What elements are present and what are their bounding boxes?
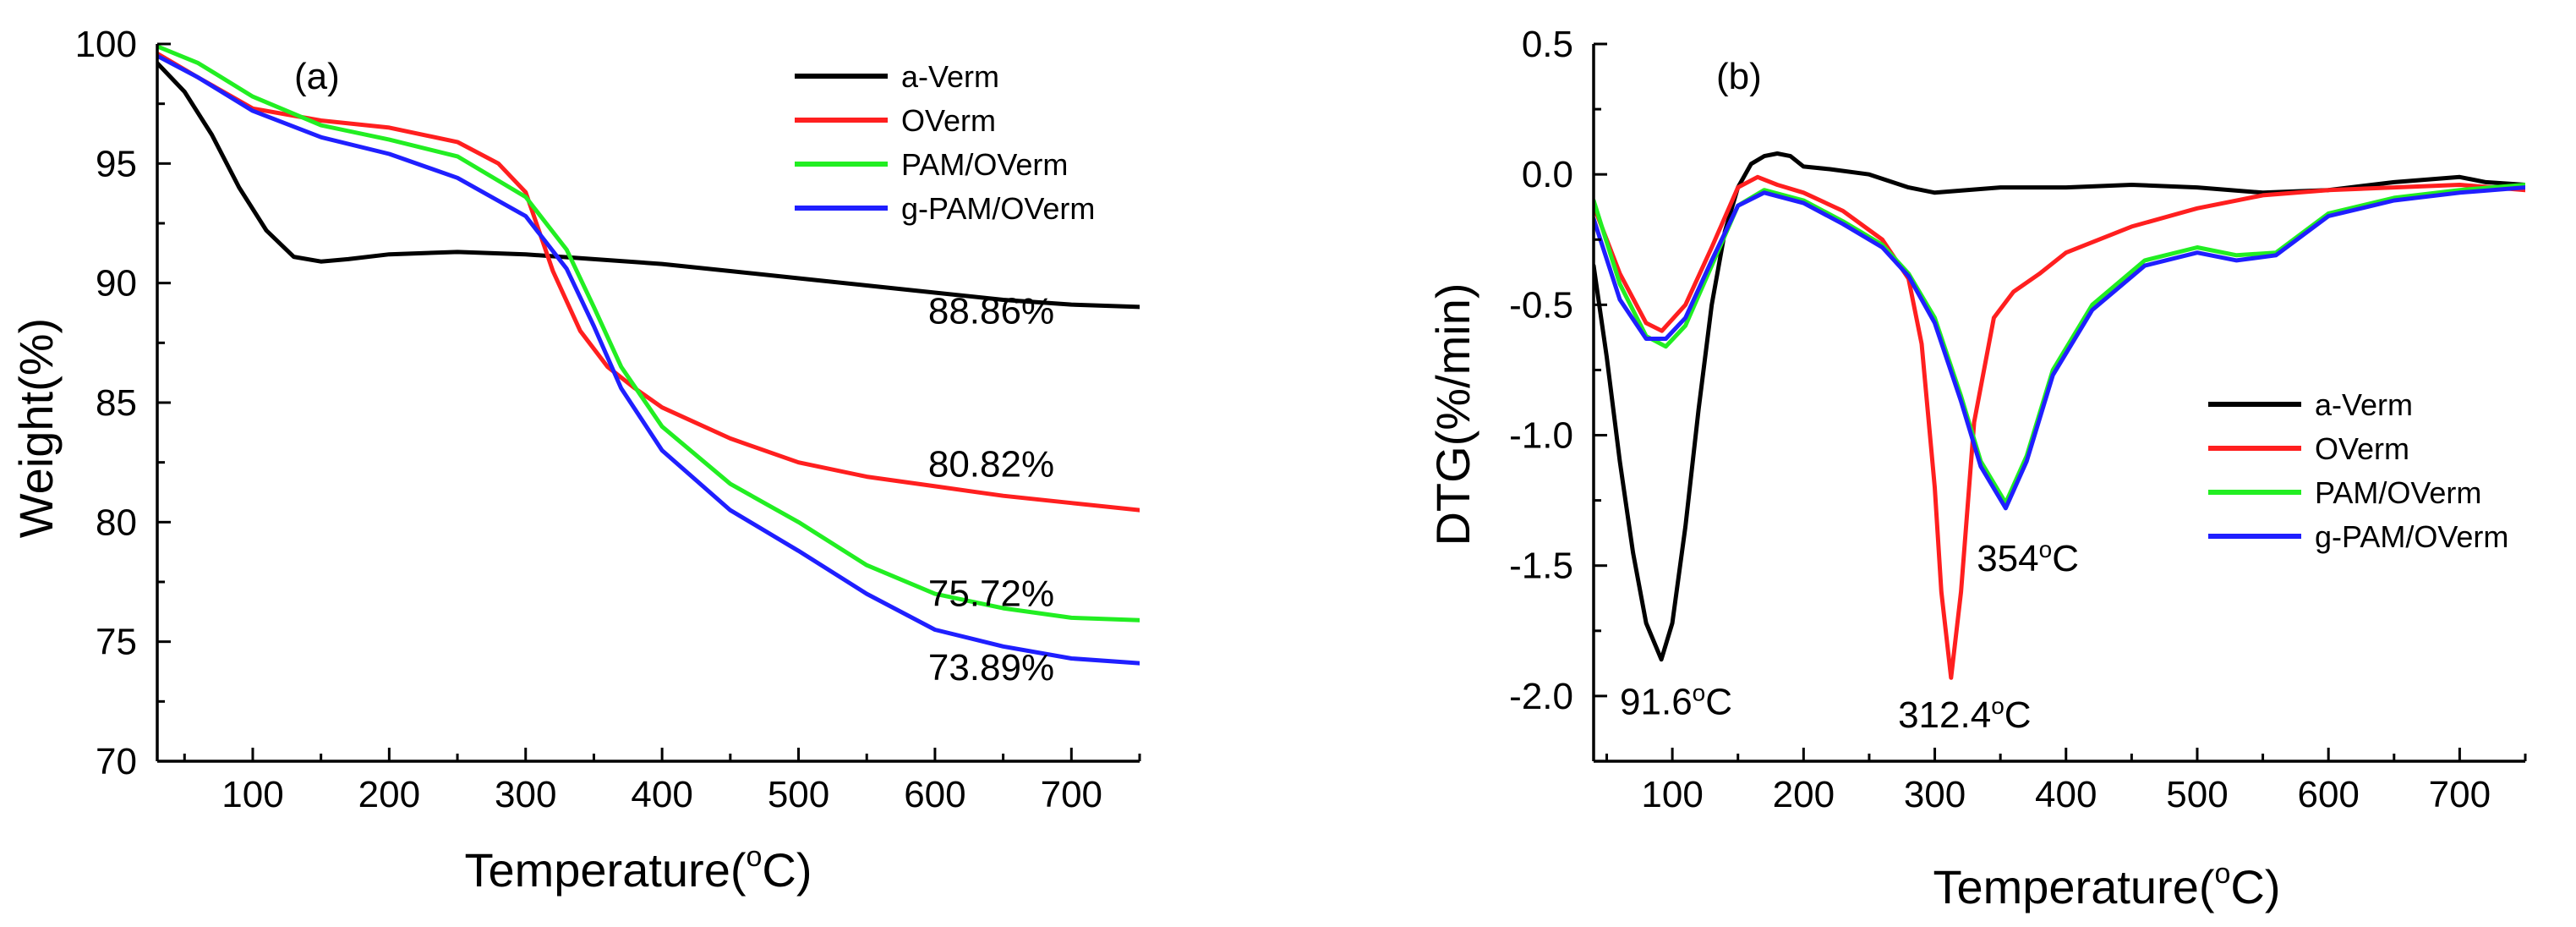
chart-panel-b: 100 200 300 400 500 600 700 -2.0 -1.5 -1.0 -0.5 0.0… (1426, 24, 2527, 913)
y-tick-label: 80 (96, 502, 137, 543)
x-axis-title-b: Temperature(oC) (1933, 858, 2280, 913)
y-tick-label: 70 (96, 741, 137, 782)
y-axis-title-b: DTG(%/min) (1426, 282, 1479, 546)
series-line-pam-overm (157, 44, 1140, 623)
panel-label-a: (a) (294, 56, 340, 97)
series-line-a-verm (1594, 151, 2525, 662)
y-tick-label: 75 (96, 622, 137, 663)
annotation-label: 88.86% (928, 291, 1054, 332)
series-group-b (1594, 151, 2525, 680)
legend-label-overm: OVerm (2315, 431, 2409, 466)
y-tick-label: 100 (75, 24, 137, 65)
plot-area-b: 100 200 300 400 500 600 700 -2.0 -1.5 -1.0 -0.5 0.0… (1509, 24, 2527, 815)
x-tick-label: 300 (495, 774, 556, 815)
x-tick-label: 200 (358, 774, 420, 815)
series-line-g-pam-overm (157, 53, 1140, 666)
x-tick-label: 500 (2166, 774, 2228, 815)
legend-a: a-Verm OVerm PAM/OVerm g-PAM/OVerm (795, 59, 1095, 226)
annotation-label: 75.72% (928, 573, 1054, 614)
annotation-label: 312.4oC (1898, 693, 2031, 736)
legend-label-pam-overm: PAM/OVerm (901, 147, 1068, 182)
series-group-a (157, 44, 1140, 666)
annotation-label: 80.82% (928, 444, 1054, 485)
x-axis-title-a: Temperature(oC) (464, 841, 812, 897)
y-tick-label: 0.0 (1522, 154, 1573, 195)
x-tick-label: 100 (1641, 774, 1703, 815)
x-tick-label: 600 (904, 774, 965, 815)
x-tick-label: 100 (222, 774, 283, 815)
annotation-label: 91.6oC (1620, 679, 1732, 722)
legend-label-pam-overm: PAM/OVerm (2315, 475, 2481, 510)
series-line-overm (157, 51, 1140, 513)
y-tick-label: 90 (96, 263, 137, 304)
annotation-label: 354oC (1977, 536, 2079, 579)
x-tick-label: 200 (1773, 774, 1835, 815)
legend-label-a-verm: a-Verm (901, 59, 999, 94)
y-tick-label: 95 (96, 143, 137, 184)
legend-label-g-pam-overm: g-PAM/OVerm (2315, 519, 2508, 554)
y-tick-label: -2.0 (1509, 676, 1573, 717)
chart-panel-a: 100 200 300 400 500 600 700 70 75 80 85 90 95 100 a-Ve… (9, 24, 1141, 897)
x-tick-label: 700 (2429, 774, 2491, 815)
annotation-label: 73.89% (928, 647, 1054, 688)
y-tick-label: -1.5 (1509, 546, 1573, 587)
y-tick-label: -0.5 (1509, 284, 1573, 326)
x-tick-label: 600 (2297, 774, 2359, 815)
y-tick-label: 85 (96, 382, 137, 424)
plot-area-a: 100 200 300 400 500 600 700 70 75 80 85 90 95 100 a-Ve… (75, 24, 1141, 815)
y-axis-title-a: Weight(%) (9, 318, 63, 538)
legend-b: a-Verm OVerm PAM/OVerm g-PAM/OVerm (2208, 387, 2508, 554)
legend-label-a-verm: a-Verm (2315, 387, 2413, 422)
x-tick-label: 500 (768, 774, 829, 815)
panel-label-b: (b) (1716, 56, 1762, 97)
legend-label-g-pam-overm: g-PAM/OVerm (901, 191, 1095, 226)
series-line-overm (1594, 174, 2525, 680)
x-tick-label: 300 (1904, 774, 1966, 815)
series-line-a-verm (157, 61, 1140, 310)
legend-label-overm: OVerm (901, 103, 996, 138)
x-tick-label: 400 (631, 774, 692, 815)
y-tick-label: -1.0 (1509, 415, 1573, 457)
series-line-g-pam-overm (1594, 185, 2525, 511)
y-tick-label: 0.5 (1522, 24, 1573, 65)
x-tick-label: 700 (1041, 774, 1102, 815)
x-tick-label: 400 (2035, 774, 2097, 815)
